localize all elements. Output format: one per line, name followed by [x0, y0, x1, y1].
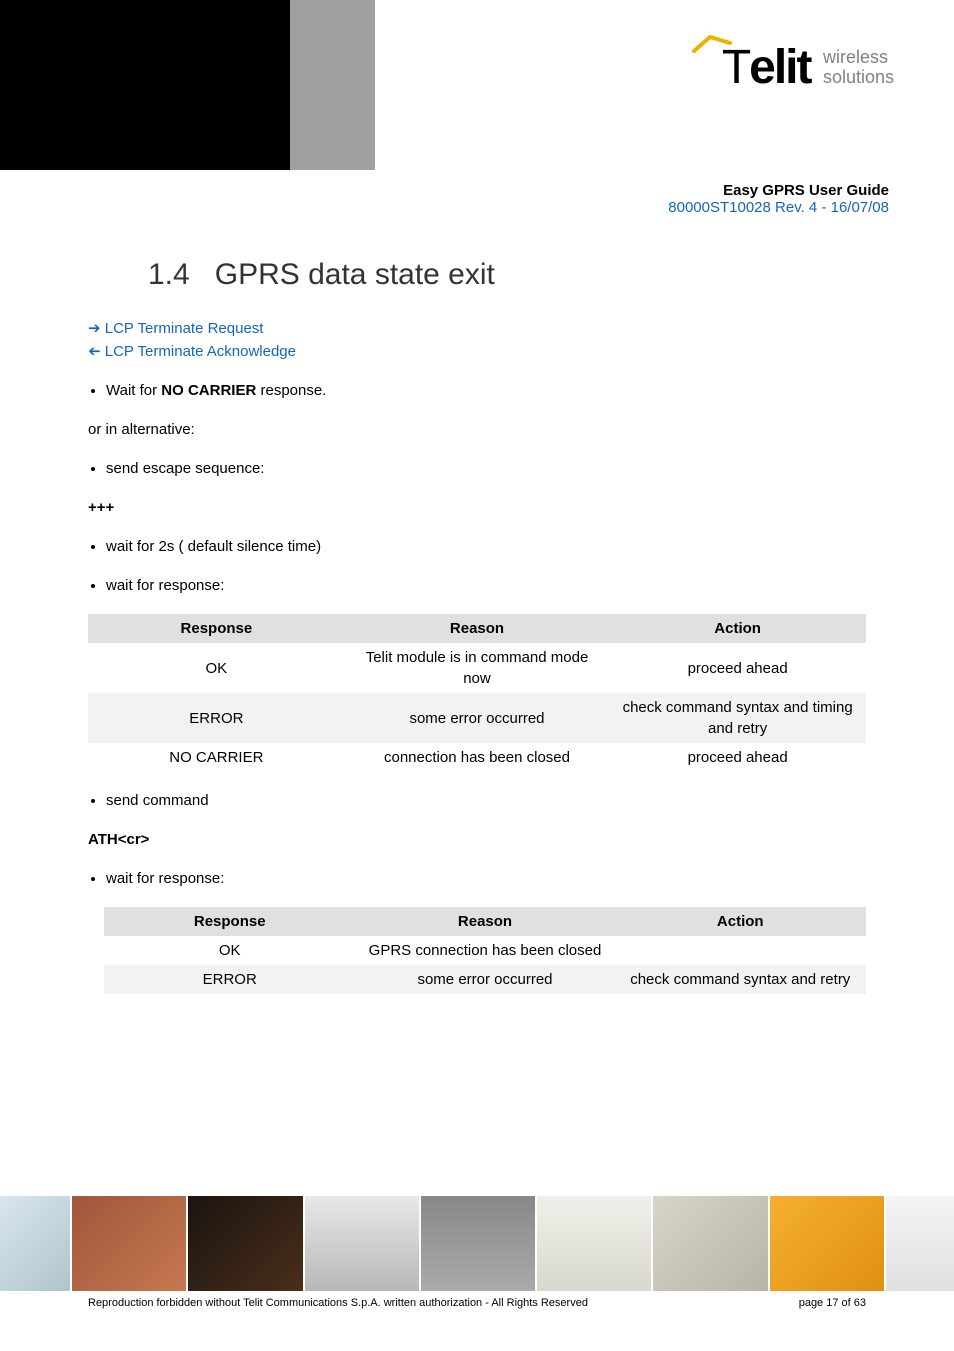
cell-response: OK [88, 643, 345, 693]
col-action: Action [609, 614, 866, 643]
table-row: OK Telit module is in command mode now p… [88, 643, 866, 693]
col-response: Response [88, 614, 345, 643]
table-header-row: Response Reason Action [88, 614, 866, 643]
logo-sub-line1: wireless [823, 47, 888, 67]
cell-action: check command syntax and timing and retr… [609, 693, 866, 743]
footer-thumb [884, 1196, 954, 1291]
text-fragment: Wait for [106, 382, 161, 399]
bullet-wait-2s: wait for 2s ( default silence time) [88, 536, 866, 557]
header-bar: Telit wireless solutions [0, 0, 954, 170]
doc-title-block: Easy GPRS User Guide 80000ST10028 Rev. 4… [0, 182, 889, 216]
col-reason: Reason [345, 614, 610, 643]
doc-title: Easy GPRS User Guide [0, 182, 889, 199]
logo-sub-line2: solutions [823, 67, 894, 87]
list-item: send escape sequence: [106, 458, 866, 479]
arrow-left-icon: ➔ [88, 341, 101, 362]
doc-revision: 80000ST10028 Rev. 4 - 16/07/08 [0, 199, 889, 216]
bullet-send-escape: send escape sequence: [88, 458, 866, 479]
bullet-wait-nocarrier: Wait for NO CARRIER response. [88, 380, 866, 401]
header-gray-block [290, 0, 375, 170]
list-item: send command [106, 790, 866, 811]
footer-thumb [535, 1196, 651, 1291]
list-item: wait for response: [106, 868, 866, 889]
cell-action: proceed ahead [609, 743, 866, 772]
cell-reason: some error occurred [355, 965, 614, 994]
footer-thumb [651, 1196, 767, 1291]
footer-thumb [768, 1196, 884, 1291]
footer-page-number: page 17 of 63 [799, 1297, 866, 1309]
ath-command: ATH<cr> [88, 829, 866, 850]
list-item: Wait for NO CARRIER response. [106, 380, 866, 401]
telit-logo: Telit wireless solutions [722, 40, 894, 95]
table-header-row: Response Reason Action [104, 907, 866, 936]
logo-accent-icon [692, 35, 732, 53]
escape-sequence: +++ [88, 497, 866, 518]
list-item: wait for 2s ( default silence time) [106, 536, 866, 557]
footer-thumb [303, 1196, 419, 1291]
cell-action [615, 936, 866, 965]
cell-action: proceed ahead [609, 643, 866, 693]
col-reason: Reason [355, 907, 614, 936]
lcp-terminate-ack: ➔ LCP Terminate Acknowledge [88, 341, 866, 362]
cell-reason: connection has been closed [345, 743, 610, 772]
cell-response: ERROR [104, 965, 355, 994]
text-fragment: response. [256, 382, 326, 399]
lcp-terminate-request: ➔ LCP Terminate Request [88, 318, 866, 339]
footer-thumb [70, 1196, 186, 1291]
table-row: ERROR some error occurred check command … [104, 965, 866, 994]
page-footer: Reproduction forbidden without Telit Com… [0, 1297, 954, 1309]
footer-copyright: Reproduction forbidden without Telit Com… [88, 1297, 588, 1309]
cell-response: NO CARRIER [88, 743, 345, 772]
response-table-2: Response Reason Action OK GPRS connectio… [104, 907, 866, 994]
header-black-block [0, 0, 290, 170]
list-item: wait for response: [106, 575, 866, 596]
footer-thumb [186, 1196, 302, 1291]
text-bold: NO CARRIER [161, 382, 256, 399]
lcp-req-text: LCP Terminate Request [105, 320, 264, 337]
arrow-right-icon: ➔ [88, 320, 101, 337]
footer-thumb [419, 1196, 535, 1291]
table-row: OK GPRS connection has been closed [104, 936, 866, 965]
header-logo-area: Telit wireless solutions [375, 0, 954, 170]
logo-tagline: wireless solutions [823, 48, 894, 88]
or-alternative: or in alternative: [88, 419, 866, 440]
cell-reason: GPRS connection has been closed [355, 936, 614, 965]
section-title: GPRS data state exit [215, 258, 495, 291]
page-content: 1.4 GPRS data state exit ➔ LCP Terminate… [0, 216, 954, 994]
cell-action: check command syntax and retry [615, 965, 866, 994]
cell-reason: some error occurred [345, 693, 610, 743]
col-response: Response [104, 907, 355, 936]
table-row: ERROR some error occurred check command … [88, 693, 866, 743]
footer-thumb [0, 1196, 70, 1291]
bullet-wait-response: wait for response: [88, 575, 866, 596]
cell-reason: Telit module is in command mode now [345, 643, 610, 693]
lcp-ack-text: LCP Terminate Acknowledge [105, 343, 296, 360]
section-number: 1.4 [148, 258, 190, 291]
cell-response: ERROR [88, 693, 345, 743]
col-action: Action [615, 907, 866, 936]
bullet-send-command: send command [88, 790, 866, 811]
section-heading: 1.4 GPRS data state exit [148, 254, 866, 296]
bullet-wait-response-2: wait for response: [88, 868, 866, 889]
response-table-1: Response Reason Action OK Telit module i… [88, 614, 866, 772]
cell-response: OK [104, 936, 355, 965]
footer-image-strip [0, 1196, 954, 1291]
logo-wordmark: Telit [722, 40, 811, 95]
table-row: NO CARRIER connection has been closed pr… [88, 743, 866, 772]
